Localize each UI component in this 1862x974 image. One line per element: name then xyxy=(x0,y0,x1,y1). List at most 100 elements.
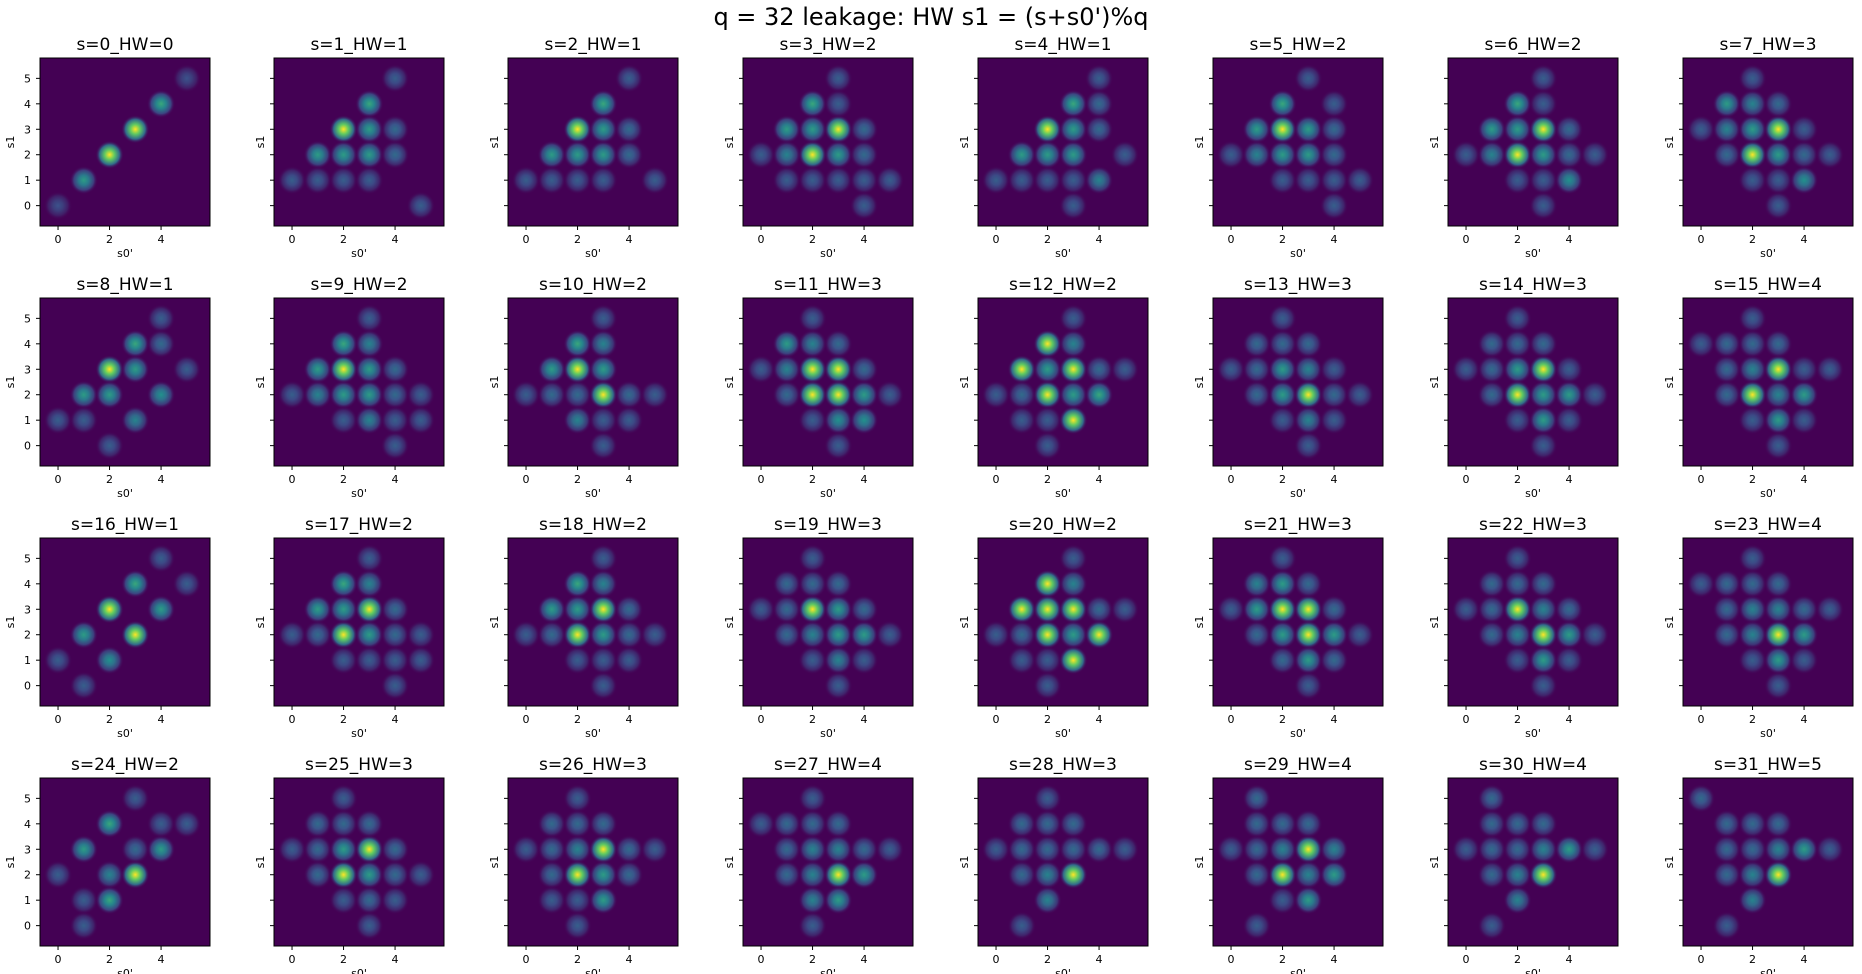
heat-point xyxy=(1738,89,1767,118)
heat-point xyxy=(563,569,592,598)
heat-point xyxy=(1712,380,1741,409)
heat-point xyxy=(146,835,176,864)
y-axis-label: s1 xyxy=(1428,616,1441,629)
heat-point xyxy=(589,140,618,169)
axes-frame xyxy=(39,57,211,227)
heat-point xyxy=(1738,380,1767,409)
heat-point xyxy=(1110,835,1139,864)
heat-point xyxy=(563,166,592,195)
y-tick-label: 4 xyxy=(24,338,31,351)
heat-point xyxy=(589,431,618,460)
subplot-title: s=7_HW=3 xyxy=(1719,35,1816,55)
heat-point xyxy=(1084,115,1114,144)
heat-point xyxy=(1477,620,1506,649)
heat-point xyxy=(746,140,776,169)
heat-point xyxy=(1007,620,1036,649)
heat-point xyxy=(1319,860,1349,889)
y-axis-label: s1 xyxy=(1193,376,1206,389)
heat-point xyxy=(1789,835,1819,864)
heat-point xyxy=(1268,569,1297,598)
y-tick-label: 1 xyxy=(24,414,31,427)
x-tick-label: 4 xyxy=(861,953,868,966)
heat-point xyxy=(1033,140,1062,169)
subplot-title: s=10_HW=2 xyxy=(539,275,647,295)
x-tick-label: 0 xyxy=(1463,473,1470,486)
heat-point xyxy=(1503,89,1532,118)
subplot-24: s=24_HW=2 0 2 4 s0' 0 1 2 3 4 5 s1 xyxy=(4,755,211,974)
heat-point xyxy=(589,860,618,889)
heat-point xyxy=(1477,911,1506,940)
heat-point xyxy=(824,166,853,195)
heat-point xyxy=(69,911,98,940)
heat-point xyxy=(1738,595,1767,624)
heat-point xyxy=(798,860,827,889)
heat-point xyxy=(121,784,150,813)
heat-point xyxy=(1033,115,1062,144)
heat-point xyxy=(277,166,307,195)
subplot-15: s=15_HW=4 0 2 4 s0' s1 xyxy=(1663,275,1854,500)
heat-point xyxy=(1059,304,1088,333)
heat-point xyxy=(380,380,410,409)
heat-point xyxy=(69,835,98,864)
heat-point xyxy=(1712,355,1741,384)
subplot-25: s=25_HW=3 0 2 4 s0' s1 xyxy=(254,755,445,974)
heat-point xyxy=(589,835,618,864)
axes-frame xyxy=(1212,57,1384,227)
x-tick-label: 0 xyxy=(1463,953,1470,966)
x-axis-label: s0' xyxy=(117,967,133,974)
subplot-title: s=27_HW=4 xyxy=(774,755,882,775)
subplot-title: s=23_HW=4 xyxy=(1714,515,1822,535)
x-tick-label: 2 xyxy=(1044,473,1051,486)
heat-point xyxy=(1242,380,1271,409)
heat-point xyxy=(1529,115,1558,144)
subplot-1: s=1_HW=1 0 2 4 s0' s1 xyxy=(254,35,445,260)
heat-point xyxy=(1712,809,1741,838)
heat-point xyxy=(69,380,98,409)
heat-point xyxy=(303,809,332,838)
heat-point xyxy=(277,620,307,649)
heat-point xyxy=(146,544,176,573)
heat-point xyxy=(824,140,853,169)
heat-point xyxy=(1268,809,1297,838)
heat-point xyxy=(1294,380,1323,409)
x-tick-label: 2 xyxy=(106,953,113,966)
x-axis-label: s0' xyxy=(1525,487,1541,500)
heat-point xyxy=(1738,406,1767,435)
heat-point xyxy=(563,886,592,915)
subplot-title: s=16_HW=1 xyxy=(71,515,179,535)
heat-point xyxy=(380,886,410,915)
x-tick-label: 0 xyxy=(1228,953,1235,966)
heat-point xyxy=(329,329,358,358)
heat-point xyxy=(589,646,618,675)
x-tick-label: 0 xyxy=(1463,713,1470,726)
heat-point xyxy=(1686,784,1716,813)
heat-point xyxy=(69,620,98,649)
axes-frame xyxy=(977,57,1149,227)
heat-point xyxy=(380,64,410,93)
heat-point xyxy=(406,620,435,649)
heat-point xyxy=(589,809,618,838)
heat-point xyxy=(1529,89,1558,118)
heat-point xyxy=(589,544,618,573)
x-axis-label: s0' xyxy=(1525,967,1541,974)
y-axis-label: s1 xyxy=(254,376,267,389)
heat-point xyxy=(1764,860,1793,889)
heat-point xyxy=(1059,380,1088,409)
heat-point xyxy=(1529,620,1558,649)
heat-point xyxy=(772,329,801,358)
x-tick-label: 4 xyxy=(1096,233,1103,246)
heat-point xyxy=(1084,89,1114,118)
x-tick-label: 0 xyxy=(55,473,62,486)
y-tick-label: 5 xyxy=(24,792,31,805)
x-tick-label: 4 xyxy=(392,233,399,246)
heat-point xyxy=(563,860,592,889)
heat-point xyxy=(1033,784,1062,813)
x-tick-label: 2 xyxy=(1749,473,1756,486)
subplot-27: s=27_HW=4 0 2 4 s0' s1 xyxy=(723,755,914,974)
y-axis-label: s1 xyxy=(1663,616,1676,629)
heat-point xyxy=(172,809,201,838)
heat-point xyxy=(1294,355,1323,384)
heat-point xyxy=(563,380,592,409)
x-tick-label: 2 xyxy=(1514,953,1521,966)
heat-point xyxy=(772,115,801,144)
